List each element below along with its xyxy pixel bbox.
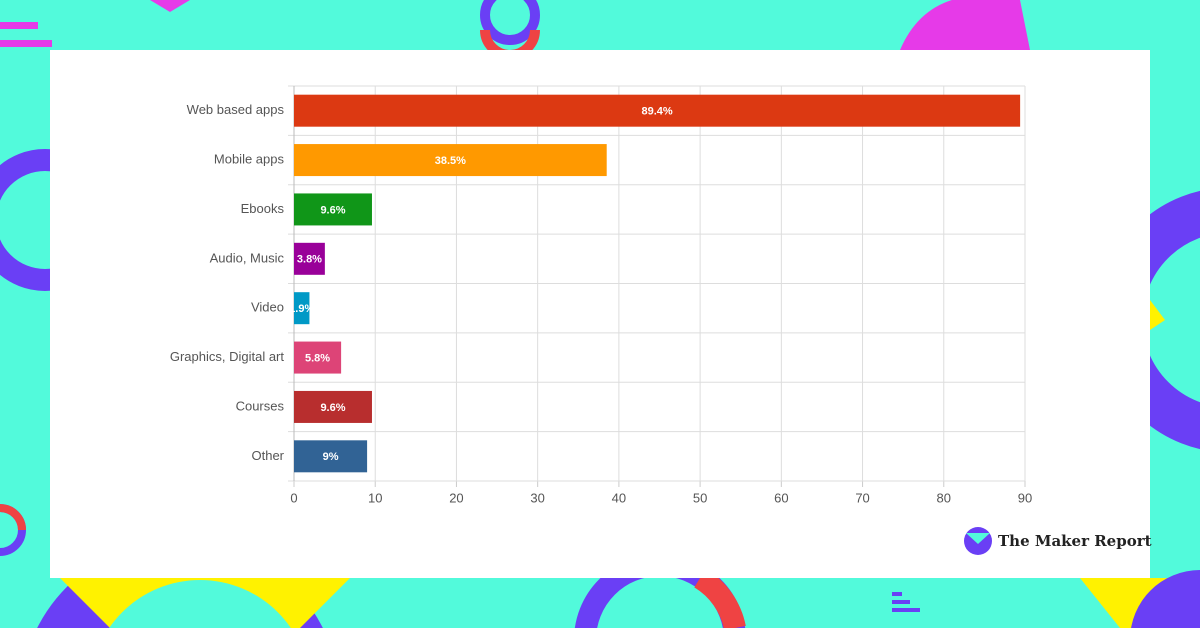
y-tick-label: Courses bbox=[236, 398, 285, 413]
bar bbox=[294, 144, 607, 177]
panel bbox=[50, 50, 1150, 578]
bar bbox=[294, 341, 342, 374]
value-label: 5.8% bbox=[305, 352, 330, 364]
bar bbox=[294, 440, 368, 473]
y-tick-label: Mobile apps bbox=[214, 152, 285, 167]
x-tick-label: 20 bbox=[449, 490, 463, 505]
value-label: 38.5% bbox=[435, 155, 466, 167]
y-tick-label: Video bbox=[251, 300, 284, 315]
x-tick-label: 70 bbox=[855, 490, 869, 505]
bar bbox=[294, 242, 325, 275]
y-tick-label: Other bbox=[251, 448, 284, 463]
bar bbox=[294, 94, 1021, 127]
x-tick-label: 40 bbox=[612, 490, 626, 505]
x-tick-label: 80 bbox=[937, 490, 951, 505]
bar bbox=[294, 390, 372, 423]
value-label: 9% bbox=[323, 451, 339, 463]
y-tick-label: Ebooks bbox=[241, 201, 285, 216]
y-tick-label: Graphics, Digital art bbox=[170, 349, 285, 364]
bar bbox=[294, 292, 310, 325]
bar bbox=[294, 193, 372, 226]
x-tick-label: 30 bbox=[530, 490, 544, 505]
y-tick-label: Web based apps bbox=[187, 102, 285, 117]
x-tick-label: 90 bbox=[1018, 490, 1032, 505]
value-label: 9.6% bbox=[320, 204, 345, 216]
value-label: 1.9% bbox=[289, 303, 314, 315]
y-tick-label: Audio, Music bbox=[210, 250, 285, 265]
value-label: 3.8% bbox=[297, 254, 322, 266]
x-tick-label: 0 bbox=[290, 490, 297, 505]
brand: The Maker Report bbox=[998, 532, 1152, 550]
x-tick-label: 60 bbox=[774, 490, 788, 505]
x-tick-label: 50 bbox=[693, 490, 707, 505]
logo bbox=[964, 527, 992, 555]
x-tick-label: 10 bbox=[368, 490, 382, 505]
value-label: 9.6% bbox=[320, 402, 345, 414]
value-label: 89.4% bbox=[641, 106, 672, 118]
